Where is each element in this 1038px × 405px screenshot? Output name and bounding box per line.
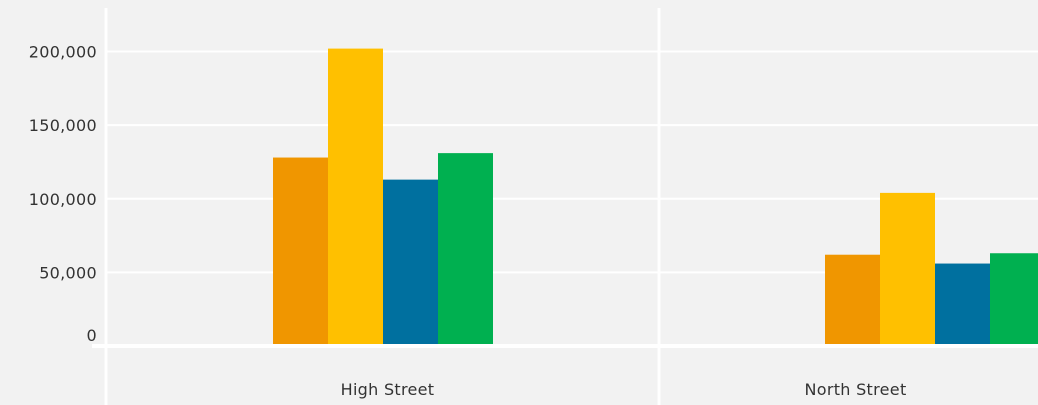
bar bbox=[273, 157, 328, 344]
x-category-label: North Street bbox=[804, 380, 906, 399]
y-tick-label: 100,000 bbox=[29, 190, 97, 209]
grid-lines bbox=[92, 8, 1038, 405]
y-tick-label: 0 bbox=[87, 326, 97, 345]
bar bbox=[438, 153, 493, 344]
bar bbox=[328, 48, 383, 345]
bar bbox=[935, 263, 990, 344]
bar bbox=[990, 253, 1038, 344]
bar bbox=[825, 254, 880, 344]
x-category-label: High Street bbox=[341, 380, 435, 399]
axis-labels: 0 50,000 100,000 150,000 200,000 High Street N… bbox=[29, 43, 906, 399]
bars bbox=[273, 48, 1038, 345]
y-tick-label: 150,000 bbox=[29, 116, 97, 135]
bar bbox=[880, 192, 935, 344]
y-tick-label: 50,000 bbox=[39, 263, 97, 282]
bar bbox=[383, 179, 438, 344]
y-tick-label: 200,000 bbox=[29, 43, 97, 62]
